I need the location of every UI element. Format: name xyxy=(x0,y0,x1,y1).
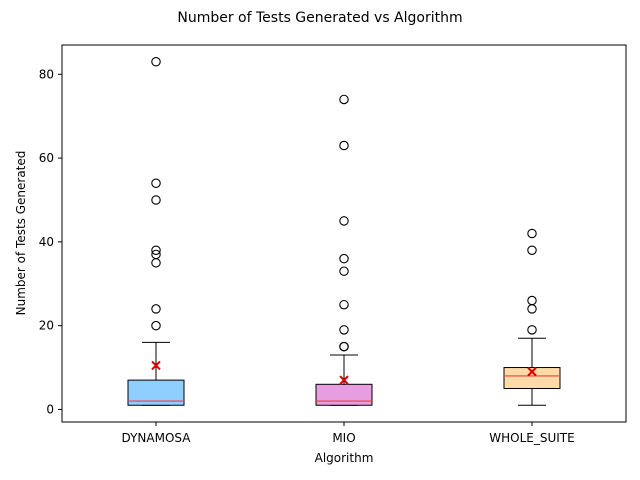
box-mio xyxy=(315,94,373,406)
outlier-point xyxy=(151,249,161,260)
y-tick-label: 0 xyxy=(46,402,54,416)
y-tick-label: 20 xyxy=(39,319,54,333)
outlier-point xyxy=(151,178,161,188)
y-axis-label: Number of Tests Generated xyxy=(14,151,28,316)
box-whole-suite xyxy=(503,228,561,406)
outlier-point xyxy=(527,325,537,335)
x-tick-label: WHOLE_SUITE xyxy=(489,431,574,445)
outlier-point xyxy=(151,245,161,256)
outlier-point xyxy=(339,140,349,151)
y-tick-label: 60 xyxy=(39,151,54,165)
box-dynamosa xyxy=(127,57,185,406)
y-tick-label: 40 xyxy=(39,235,54,249)
mean-marker xyxy=(527,367,537,377)
outlier-point xyxy=(339,299,349,310)
outlier-point xyxy=(339,216,349,226)
outlier-point xyxy=(339,266,349,276)
x-axis-label: Algorithm xyxy=(315,451,374,465)
outlier-point xyxy=(527,295,537,306)
y-axis: 0 20 40 60 80 xyxy=(39,67,62,416)
boxes xyxy=(127,57,561,406)
y-tick-label: 80 xyxy=(39,67,54,81)
outlier-point xyxy=(339,94,349,105)
outlier-point xyxy=(339,325,349,335)
outlier-point xyxy=(151,195,161,205)
outlier-point xyxy=(527,228,537,239)
x-axis: DYNAMOSA MIO WHOLE_SUITE xyxy=(122,422,575,445)
outlier-point xyxy=(151,304,161,314)
iqr-box xyxy=(315,383,373,406)
outlier-point xyxy=(151,57,161,67)
outlier-point xyxy=(527,245,537,256)
x-tick-label: DYNAMOSA xyxy=(122,431,192,445)
iqr-box xyxy=(503,367,561,389)
x-tick-label: MIO xyxy=(332,431,355,445)
outlier-point xyxy=(339,253,349,264)
mean-marker xyxy=(339,375,349,385)
outlier-point xyxy=(151,320,161,331)
chart-title: Number of Tests Generated vs Algorithm xyxy=(177,10,462,26)
outlier-point xyxy=(339,341,349,352)
mean-marker xyxy=(151,360,161,371)
